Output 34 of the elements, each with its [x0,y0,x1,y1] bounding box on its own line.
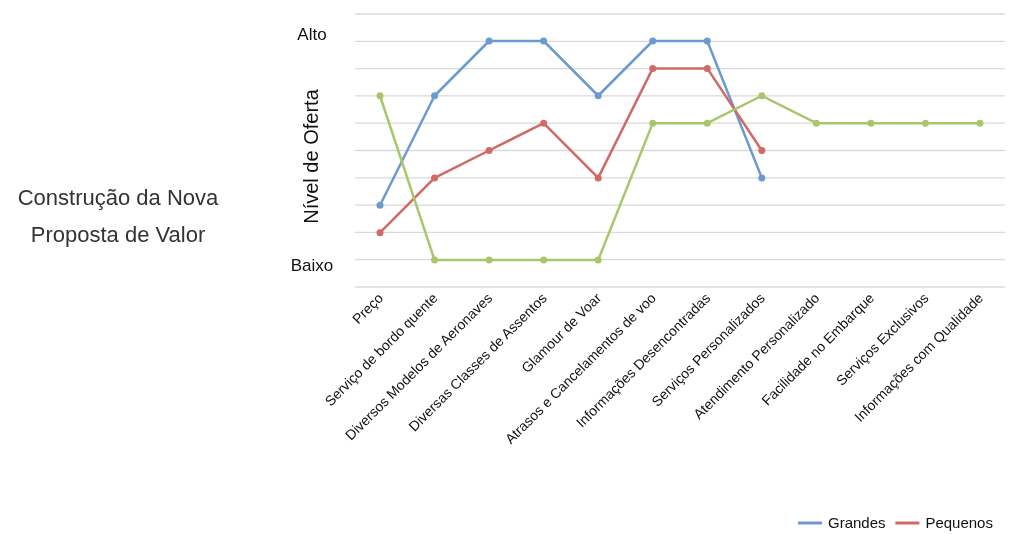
point [703,37,711,45]
point [812,119,820,127]
text: Alto [297,24,327,44]
point [431,256,439,264]
point [649,119,657,127]
point [376,201,384,209]
point [376,92,384,100]
point [758,92,766,100]
point [703,119,711,127]
point [594,256,602,264]
point [431,174,439,182]
point [431,92,439,100]
point [376,229,384,237]
point [703,64,711,72]
point [758,147,766,154]
point [540,37,548,45]
point [485,147,493,154]
text: Baixo [290,255,334,275]
y-axis-title: Nível de Oferta [300,88,322,224]
point [976,119,984,127]
point [594,92,602,100]
point [594,174,602,182]
point [540,256,548,264]
point [649,37,657,45]
legend-label: Pequenos [925,514,993,532]
legend-label: Grandes [828,514,886,532]
point [867,119,875,127]
point [649,64,657,72]
point [485,37,493,45]
text: Construção da Nova Proposta de Valor [17,185,220,247]
point [485,256,493,264]
point [921,119,929,127]
point [540,119,548,127]
point [758,174,766,182]
